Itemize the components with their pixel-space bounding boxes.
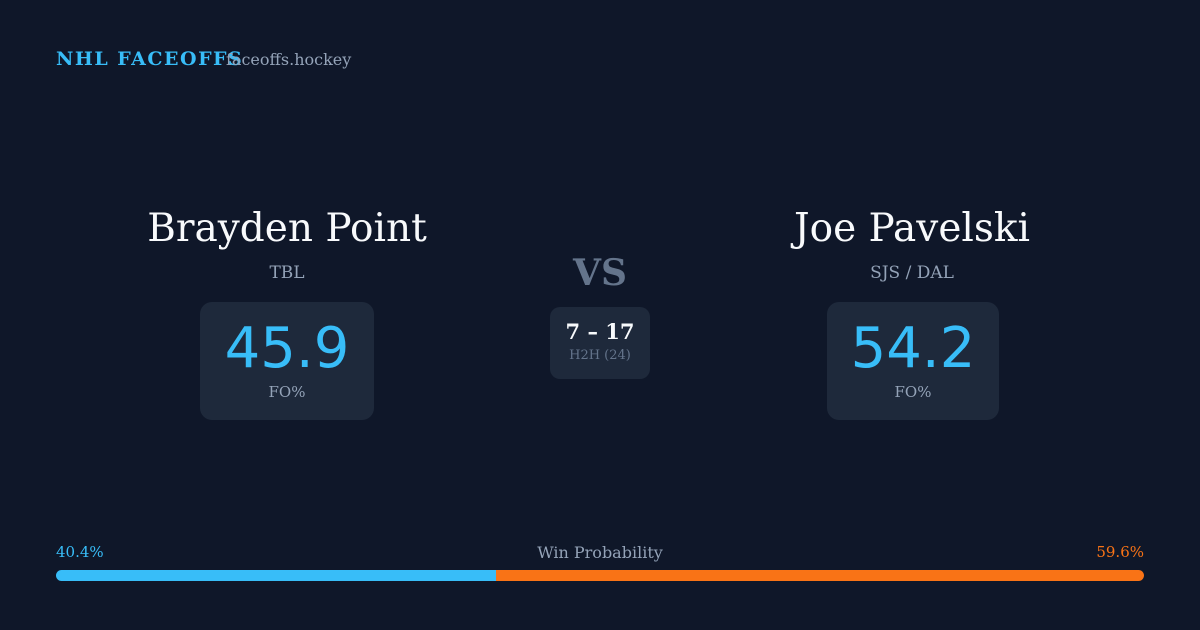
fo-card: 45.9 FO% [200,302,374,420]
fo-card: 54.2 FO% [827,302,999,420]
brand-title: NHL FACEOFFS [56,48,244,70]
win-prob-right: 59.6% [1096,543,1144,561]
vs-label: VS [573,252,627,294]
player-team: SJS / DAL [870,263,954,283]
win-prob-segment [495,570,1144,581]
player-name: Brayden Point [147,206,427,251]
win-prob-bar [56,570,1144,581]
win-prob-segment [56,570,496,581]
win-prob-title: Win Probability [537,543,663,562]
fo-label: FO% [268,383,306,401]
win-prob-left: 40.4% [56,543,104,561]
fo-value: 54.2 [850,316,976,381]
brand-site: faceoffs.hockey [226,50,352,69]
h2h-label: H2H (24) [569,348,631,363]
h2h-score: 7 – 17 [565,319,635,344]
fo-label: FO% [894,383,932,401]
fo-value: 45.9 [224,316,350,381]
h2h-card: 7 – 17 H2H (24) [550,307,650,379]
player-name: Joe Pavelski [793,206,1031,251]
player-team: TBL [269,263,305,283]
